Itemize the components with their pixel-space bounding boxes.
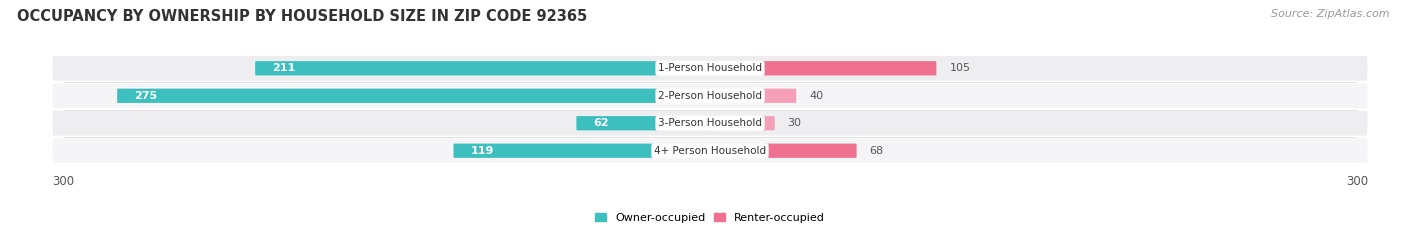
FancyBboxPatch shape — [454, 144, 710, 158]
FancyBboxPatch shape — [710, 89, 796, 103]
FancyBboxPatch shape — [52, 111, 1368, 136]
Text: 119: 119 — [471, 146, 494, 156]
FancyBboxPatch shape — [117, 89, 710, 103]
FancyBboxPatch shape — [52, 83, 1368, 108]
Text: 211: 211 — [273, 63, 295, 73]
Legend: Owner-occupied, Renter-occupied: Owner-occupied, Renter-occupied — [595, 213, 825, 223]
Text: 2-Person Household: 2-Person Household — [658, 91, 762, 101]
Text: 4+ Person Household: 4+ Person Household — [654, 146, 766, 156]
FancyBboxPatch shape — [576, 116, 710, 130]
Text: 62: 62 — [593, 118, 609, 128]
FancyBboxPatch shape — [254, 61, 710, 75]
Text: 68: 68 — [869, 146, 884, 156]
FancyBboxPatch shape — [710, 116, 775, 130]
FancyBboxPatch shape — [710, 144, 856, 158]
Text: 3-Person Household: 3-Person Household — [658, 118, 762, 128]
Text: Source: ZipAtlas.com: Source: ZipAtlas.com — [1271, 9, 1389, 19]
FancyBboxPatch shape — [710, 61, 936, 75]
Text: 105: 105 — [949, 63, 970, 73]
FancyBboxPatch shape — [52, 56, 1368, 81]
Text: 30: 30 — [787, 118, 801, 128]
Text: 40: 40 — [810, 91, 824, 101]
Text: OCCUPANCY BY OWNERSHIP BY HOUSEHOLD SIZE IN ZIP CODE 92365: OCCUPANCY BY OWNERSHIP BY HOUSEHOLD SIZE… — [17, 9, 588, 24]
Text: 1-Person Household: 1-Person Household — [658, 63, 762, 73]
Text: 275: 275 — [135, 91, 157, 101]
FancyBboxPatch shape — [52, 138, 1368, 163]
